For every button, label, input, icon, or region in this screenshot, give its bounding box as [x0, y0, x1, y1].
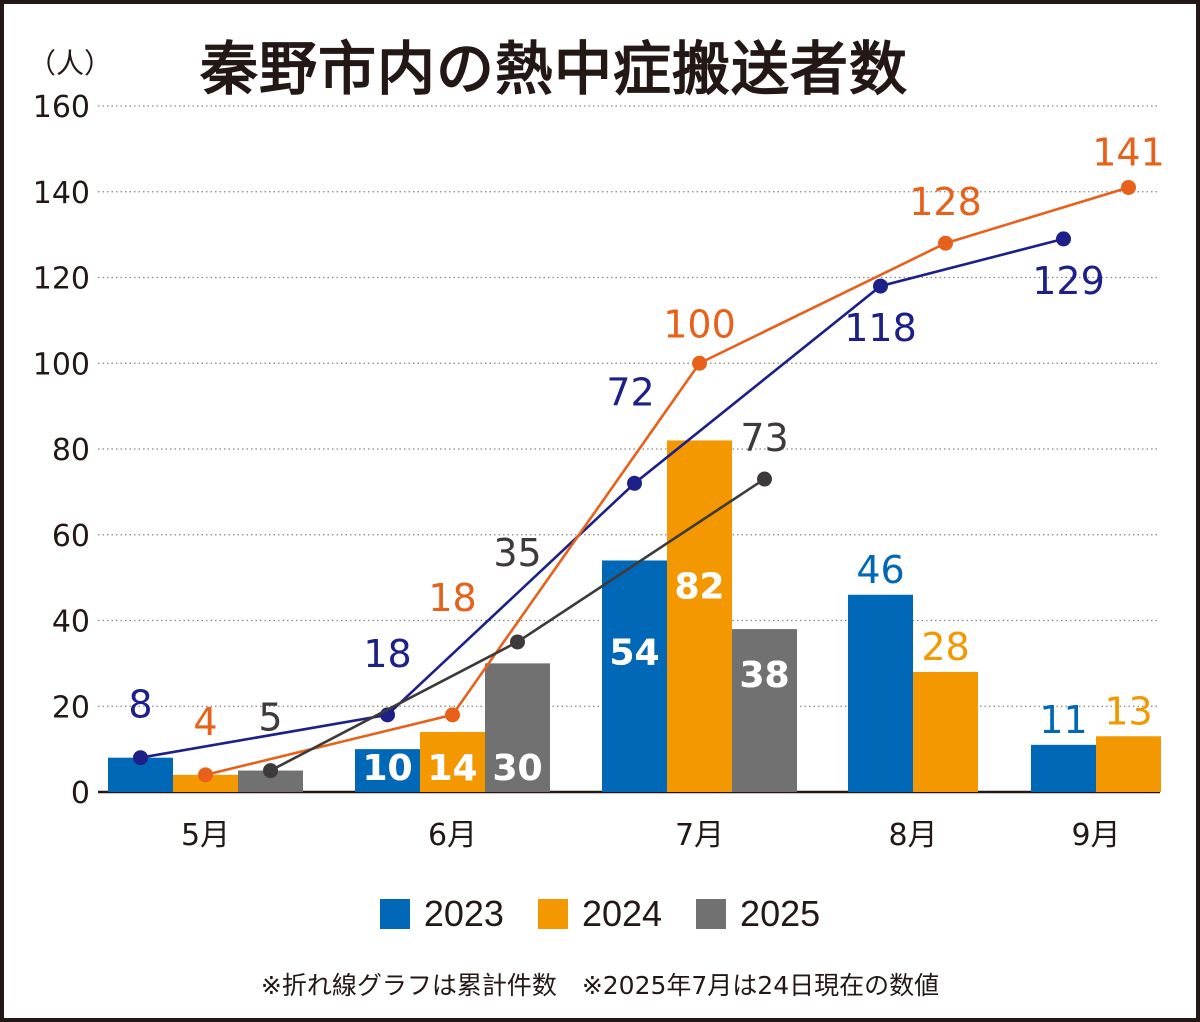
- line-label: 100: [663, 302, 736, 346]
- y-tick-label: 100: [33, 347, 90, 382]
- y-tick-label: 0: [71, 776, 90, 811]
- line-label: 35: [493, 531, 541, 575]
- bars: [108, 440, 1161, 792]
- line-label: 18: [363, 632, 411, 676]
- line-label: 8: [128, 683, 152, 727]
- bar-label: 30: [492, 748, 542, 789]
- line-point: [445, 707, 460, 723]
- y-tick-label: 40: [52, 605, 90, 640]
- y-tick-label: 80: [52, 433, 90, 468]
- bar-2025: [238, 770, 303, 792]
- line-point: [198, 767, 213, 783]
- x-tick-label: 6月: [428, 818, 477, 853]
- bar-label-outline: 10: [362, 748, 412, 789]
- bar-label-outline: 14: [427, 748, 477, 789]
- bar-label: 13: [1104, 689, 1152, 733]
- legend-item-2025: 2025: [696, 893, 820, 935]
- line-point: [692, 355, 707, 371]
- legend: 2023 2024 2025: [0, 893, 1200, 935]
- line-label: 72: [606, 370, 654, 414]
- bar-label: 46: [856, 548, 904, 592]
- line-point: [873, 278, 888, 294]
- footnote: ※折れ線グラフは累計件数 ※2025年7月は24日現在の数値: [260, 971, 940, 1000]
- bar-2023: [1031, 744, 1096, 792]
- legend-label: 2024: [581, 893, 663, 934]
- bar-label: 11: [1039, 698, 1087, 742]
- bar-2023: [848, 594, 913, 792]
- bar-label: 14: [427, 748, 477, 789]
- line-label: 73: [740, 416, 788, 460]
- bar-2023: [602, 560, 667, 792]
- line-point: [1121, 179, 1136, 195]
- y-tick-labels: 0 20 40 60 80 100 120 140 160: [33, 90, 90, 811]
- line-label: 141: [1092, 130, 1165, 174]
- line-point: [627, 475, 642, 491]
- x-tick-label: 9月: [1071, 818, 1120, 853]
- legend-swatch-2024: [537, 899, 568, 929]
- line-point: [1056, 231, 1071, 247]
- line-point: [263, 763, 278, 779]
- bar-2024: [420, 731, 485, 792]
- bar-label: 54: [609, 632, 659, 673]
- y-tick-label: 160: [33, 90, 90, 125]
- legend-item-2023: 2023: [379, 893, 504, 935]
- bar-label-outline: 38: [739, 655, 789, 696]
- bar-2024: [173, 774, 238, 792]
- line-label: 4: [193, 700, 217, 744]
- line-label: 18: [428, 576, 476, 620]
- line-label: 118: [844, 306, 917, 350]
- legend-swatch-2025: [696, 899, 727, 929]
- y-tick-label: 140: [33, 176, 90, 211]
- x-tick-labels: 5月 6月 7月 8月 9月: [181, 818, 1121, 853]
- legend-label: 2025: [740, 893, 821, 934]
- x-tick-label: 5月: [181, 818, 230, 853]
- bar-label: 28: [921, 625, 969, 669]
- cumulative-lines: [133, 179, 1136, 783]
- bar-label-outline: 30: [492, 748, 542, 789]
- y-axis-unit: （人）: [28, 47, 113, 80]
- bar-2025: [732, 629, 797, 792]
- x-tick-label: 7月: [675, 818, 724, 853]
- bar-2025: [485, 663, 550, 792]
- line-point: [133, 750, 148, 766]
- line-label: 128: [909, 180, 982, 224]
- bar-label: 82: [674, 566, 724, 607]
- line-point: [757, 471, 772, 487]
- line-label: 5: [258, 696, 282, 740]
- line-point: [510, 634, 525, 650]
- y-tick-label: 60: [52, 519, 90, 554]
- legend-item-2024: 2024: [537, 893, 663, 935]
- bar-2023: [355, 749, 420, 792]
- y-tick-label: 120: [33, 262, 90, 297]
- bar-2024: [667, 440, 732, 792]
- bar-label-outline: 54: [609, 632, 659, 673]
- line-labels: 8 18 72 118 129 4 18 100 128 141 5 35 73: [128, 130, 1164, 743]
- bar-2024: [913, 671, 978, 792]
- chart-title: 秦野市内の熱中症搬送者数: [200, 35, 909, 103]
- bar-label: 38: [739, 655, 789, 696]
- bar-label-outline: 82: [674, 566, 724, 607]
- line-point: [938, 235, 953, 251]
- bar-2024: [1096, 736, 1161, 792]
- legend-label: 2023: [423, 893, 504, 934]
- line-label: 129: [1032, 259, 1105, 303]
- bar-label: 10: [362, 748, 412, 789]
- x-tick-label: 8月: [888, 818, 937, 853]
- y-tick-label: 20: [52, 690, 90, 725]
- legend-swatch-2023: [379, 899, 410, 929]
